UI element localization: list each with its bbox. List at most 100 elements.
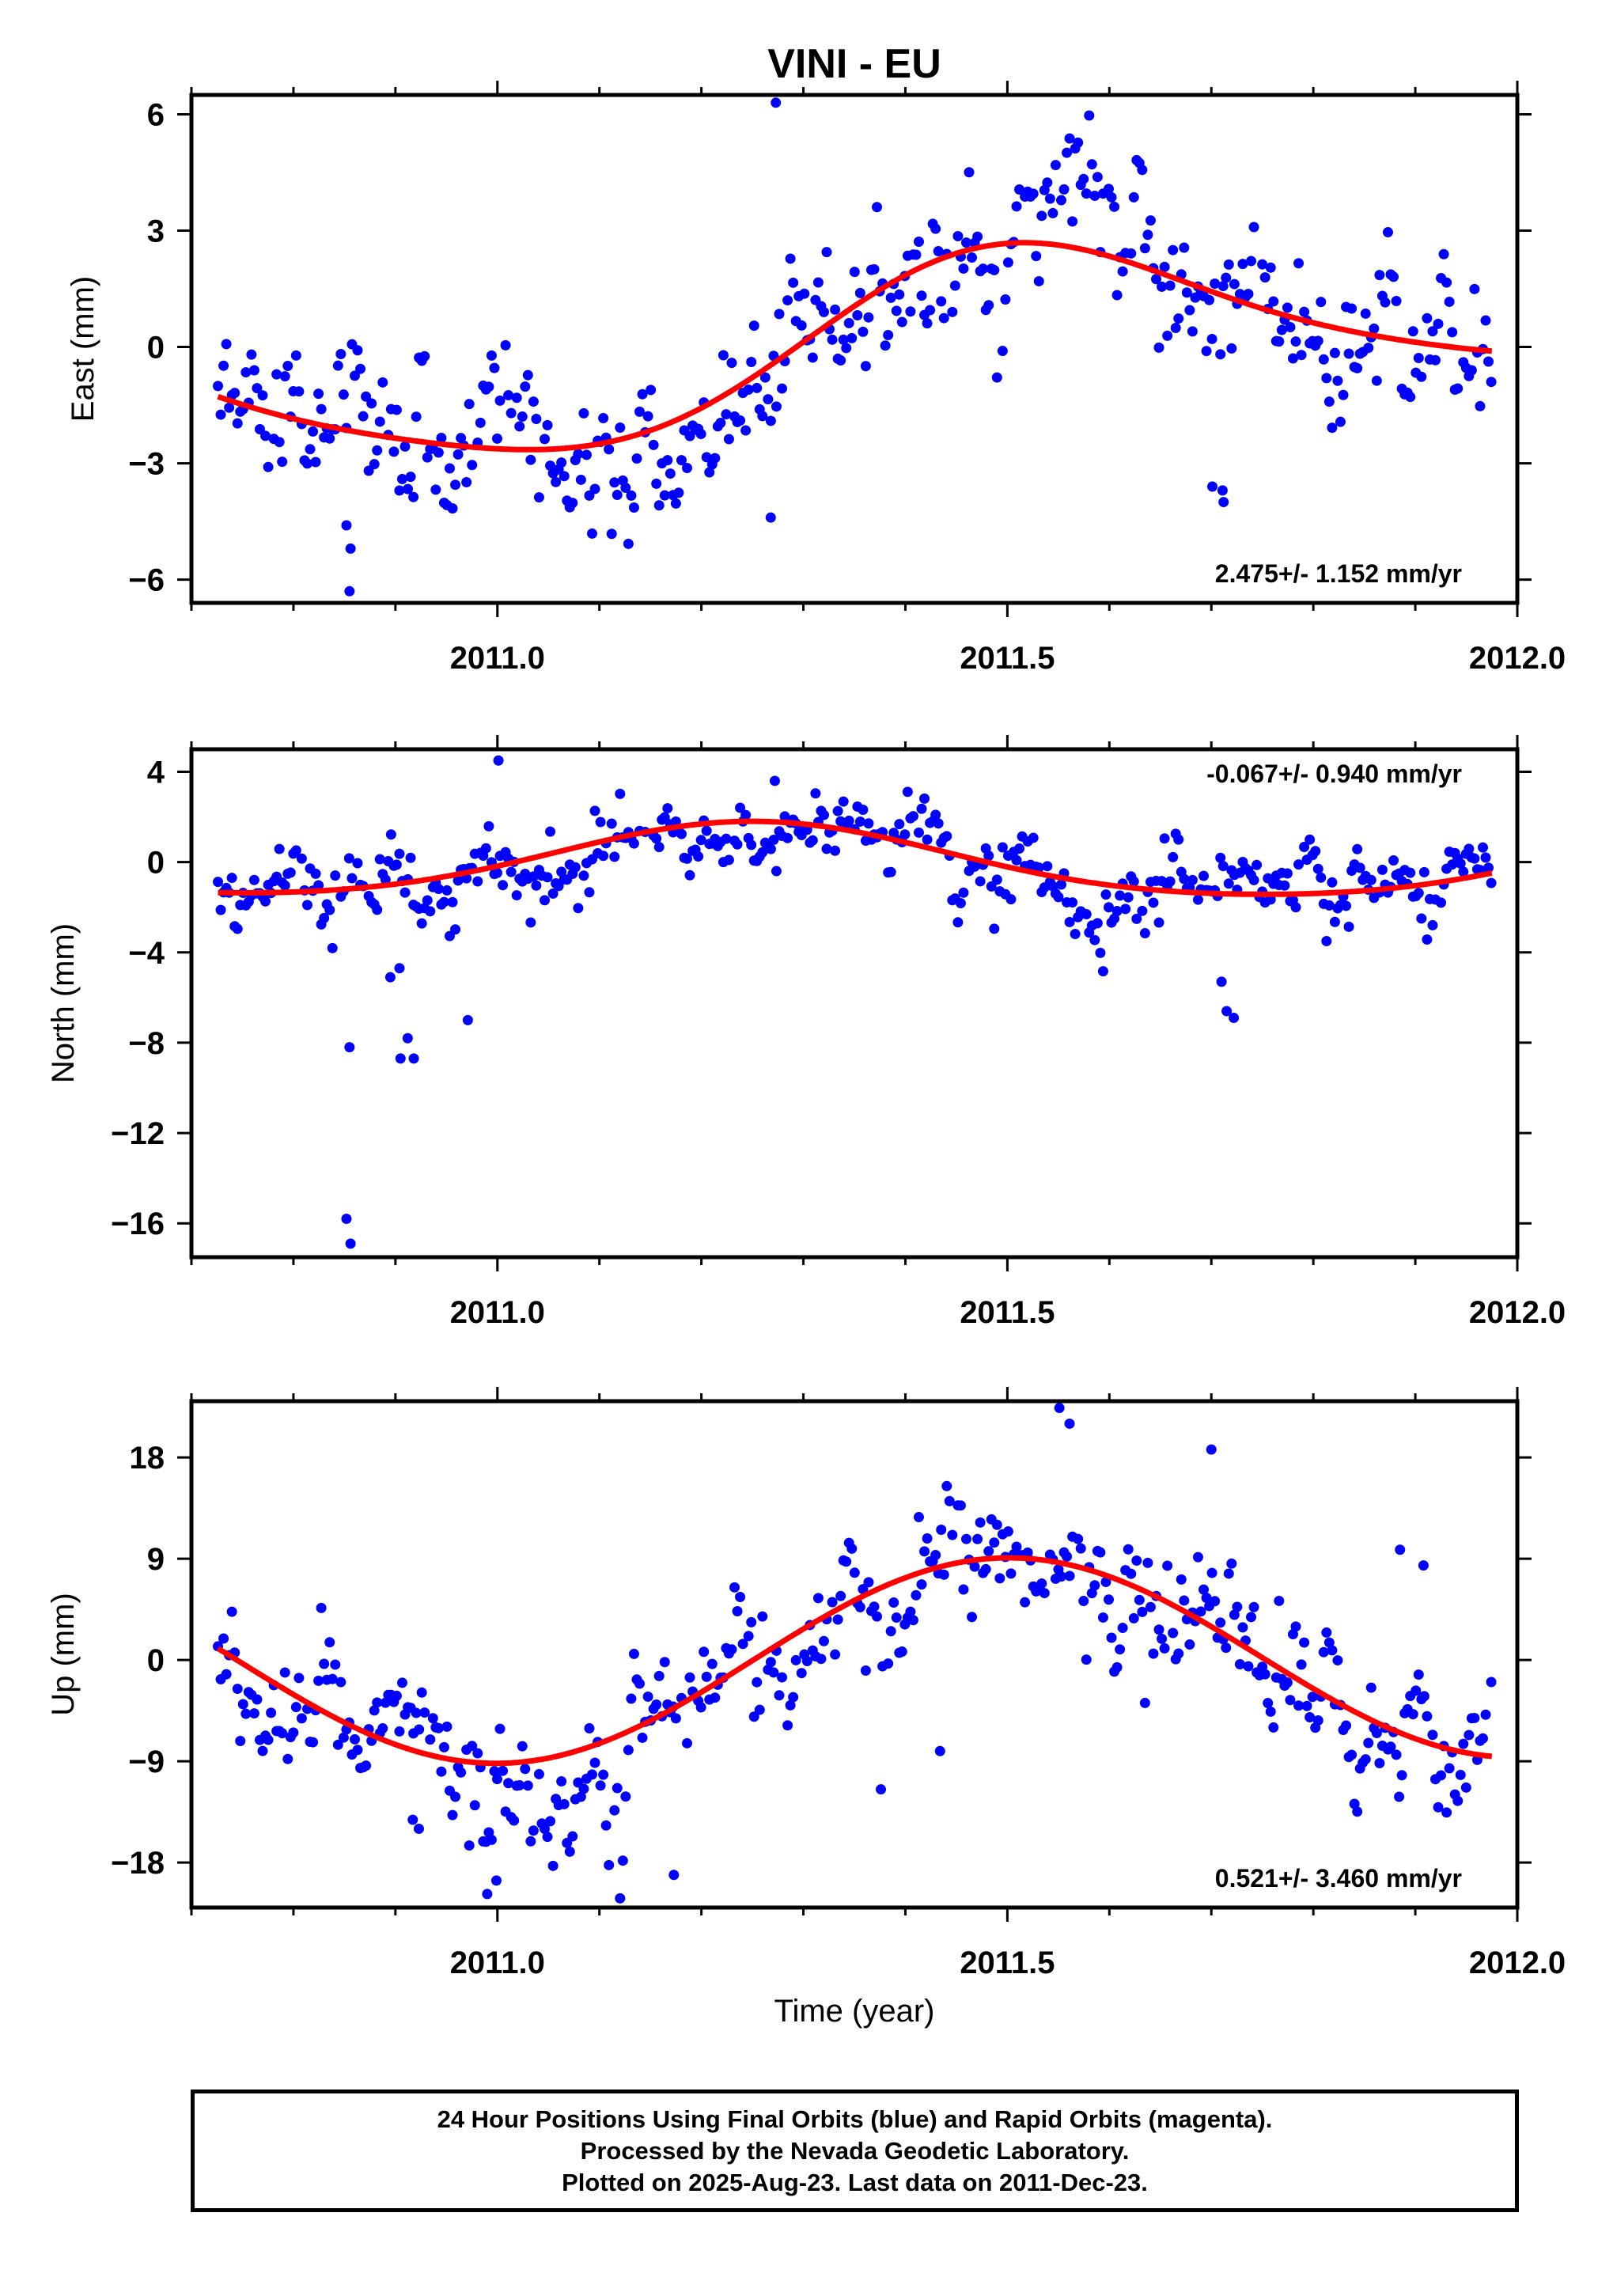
data-point: [860, 1665, 871, 1677]
data-point: [907, 1615, 918, 1626]
data-point: [1433, 1802, 1444, 1813]
data-point: [494, 1723, 506, 1734]
data-point: [525, 917, 536, 928]
data-point: [407, 1814, 418, 1825]
data-point: [570, 862, 581, 873]
data-point: [1477, 842, 1488, 853]
plot-area: [213, 97, 1497, 597]
data-point: [763, 394, 774, 405]
data-point: [509, 1815, 520, 1826]
data-point: [670, 498, 681, 509]
data-point: [799, 288, 810, 299]
data-point: [403, 483, 414, 494]
data-point: [735, 802, 746, 813]
data-point: [1120, 904, 1131, 915]
data-point: [587, 1769, 598, 1780]
data-point: [651, 478, 662, 489]
data-point: [743, 385, 754, 396]
data-point: [330, 1659, 341, 1670]
data-point: [436, 1766, 447, 1777]
data-point: [1413, 1669, 1424, 1680]
data-point: [1198, 1584, 1210, 1595]
data-point: [282, 1753, 293, 1764]
data-point: [854, 287, 865, 298]
data-point: [919, 793, 930, 804]
data-point: [293, 386, 305, 397]
data-point: [1229, 278, 1240, 290]
data-point: [1438, 248, 1449, 260]
data-point: [1139, 928, 1150, 939]
data-point: [858, 326, 869, 337]
data-point: [883, 330, 894, 341]
data-point: [447, 1809, 458, 1821]
data-point: [905, 1606, 916, 1617]
data-point: [1460, 1782, 1471, 1793]
data-point: [1296, 1659, 1307, 1670]
data-point: [467, 460, 478, 471]
data-point: [293, 1673, 305, 1684]
data-point: [812, 277, 824, 288]
data-point: [257, 390, 268, 401]
data-point: [922, 834, 933, 845]
data-point: [377, 377, 388, 388]
data-point: [422, 452, 433, 463]
data-point: [872, 202, 883, 213]
data-point: [1338, 389, 1349, 400]
data-point: [991, 1519, 1002, 1530]
data-point: [539, 895, 550, 906]
data-point: [1104, 184, 1115, 195]
y-tick-label: 0: [147, 1643, 165, 1678]
x-tick-label: 2011.0: [450, 1295, 545, 1330]
data-point: [372, 1697, 383, 1708]
data-point: [1354, 862, 1365, 873]
data-point: [841, 343, 852, 354]
data-point: [349, 370, 360, 381]
data-point: [849, 267, 860, 278]
data-point: [1391, 295, 1402, 306]
data-point: [595, 816, 606, 828]
data-point: [768, 1667, 779, 1678]
data-point: [575, 474, 586, 485]
data-point: [1335, 416, 1346, 427]
data-point: [567, 498, 578, 509]
data-point: [682, 853, 693, 864]
data-point: [1265, 1706, 1276, 1717]
y-tick-label: −16: [111, 1207, 165, 1241]
y-tick-label: −3: [128, 447, 165, 482]
data-point: [1282, 1677, 1293, 1688]
data-point: [1480, 315, 1491, 326]
data-point: [642, 1691, 653, 1702]
data-point: [1305, 834, 1316, 845]
data-point: [841, 1556, 852, 1567]
data-point: [646, 385, 657, 396]
data-point: [271, 369, 282, 380]
data-point: [559, 471, 570, 482]
data-point: [551, 476, 562, 487]
data-point: [213, 877, 224, 888]
data-point: [246, 349, 257, 360]
data-point: [832, 805, 843, 816]
data-point: [248, 874, 259, 885]
data-point: [726, 358, 737, 369]
data-point: [975, 876, 986, 887]
data-point: [545, 826, 556, 837]
data-point: [361, 1760, 372, 1771]
data-point: [1039, 1588, 1050, 1599]
panel-north: 2011.0 2011.5 2012.0 4 0 −4 −8 −12 −16 North (mm)…: [46, 735, 1566, 1330]
data-point: [503, 1778, 514, 1789]
data-point: [522, 369, 533, 381]
plot-frame: [189, 747, 1520, 1260]
data-point: [617, 1855, 628, 1866]
data-point: [911, 1589, 922, 1601]
data-point: [349, 1733, 360, 1745]
data-point: [1081, 909, 1092, 920]
data-point: [1441, 277, 1452, 288]
data-point: [414, 1724, 425, 1735]
data-point: [1427, 326, 1438, 337]
data-point: [542, 419, 553, 430]
data-point: [556, 457, 567, 468]
data-point: [1265, 262, 1276, 273]
data-point: [1259, 272, 1270, 283]
data-point: [520, 1764, 531, 1775]
data-point: [595, 1780, 606, 1791]
